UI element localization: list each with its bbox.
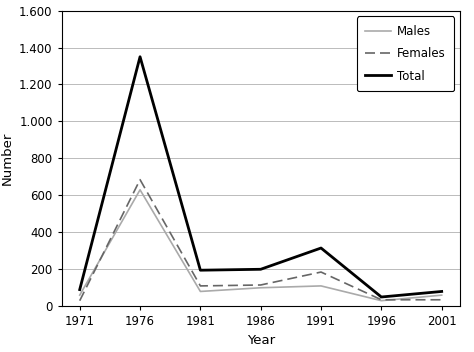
Line: Females: Females bbox=[80, 180, 442, 301]
Total bbox=[439, 289, 445, 294]
Legend: Males, Females, Total: Males, Females, Total bbox=[357, 17, 454, 91]
Line: Total: Total bbox=[80, 57, 442, 297]
Males bbox=[198, 289, 203, 294]
Line: Males: Males bbox=[80, 190, 442, 301]
Total bbox=[258, 267, 264, 271]
Males bbox=[137, 188, 143, 192]
X-axis label: Year: Year bbox=[246, 334, 275, 347]
Males bbox=[258, 286, 264, 290]
Males bbox=[379, 298, 384, 303]
Total bbox=[77, 288, 82, 292]
Females bbox=[77, 298, 82, 303]
Total bbox=[318, 246, 324, 250]
Total bbox=[137, 55, 143, 59]
Females bbox=[318, 270, 324, 274]
Females bbox=[258, 283, 264, 287]
Males bbox=[77, 293, 82, 297]
Females bbox=[137, 177, 143, 182]
Y-axis label: Number: Number bbox=[0, 132, 14, 185]
Total bbox=[379, 295, 384, 299]
Males bbox=[439, 293, 445, 297]
Females bbox=[379, 298, 384, 302]
Females bbox=[198, 284, 203, 288]
Total bbox=[198, 268, 203, 272]
Females bbox=[439, 298, 445, 302]
Males bbox=[318, 284, 324, 288]
